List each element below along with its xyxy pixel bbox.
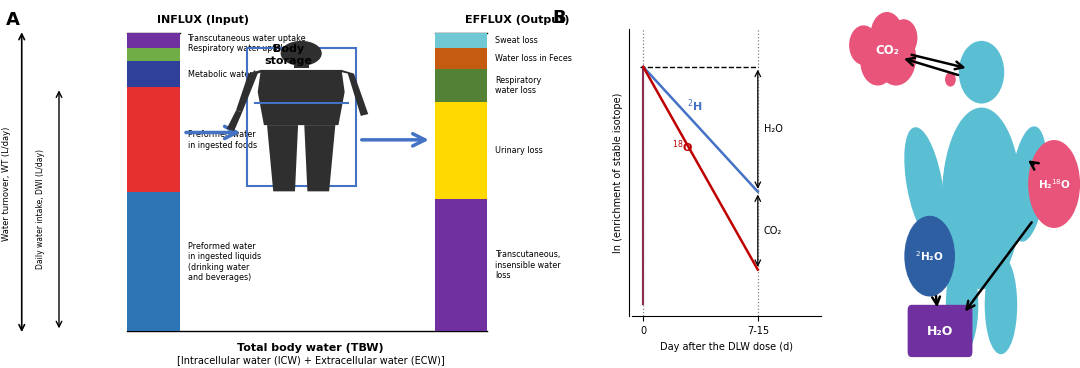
- Text: H₂O: H₂O: [764, 124, 782, 134]
- Text: Preformed water
in ingested liquids
(drinking water
and beverages): Preformed water in ingested liquids (dri…: [188, 242, 260, 282]
- Text: EFFLUX (Output): EFFLUX (Output): [464, 15, 569, 25]
- Bar: [434, 102, 487, 199]
- Bar: [127, 33, 180, 48]
- Bar: [434, 33, 487, 48]
- Bar: [434, 199, 487, 331]
- Circle shape: [959, 42, 1003, 103]
- Text: A: A: [6, 11, 21, 29]
- Ellipse shape: [1029, 141, 1079, 227]
- Bar: [434, 48, 487, 68]
- Text: Daily water intake, DWI (L/day): Daily water intake, DWI (L/day): [36, 149, 45, 269]
- Bar: [434, 68, 487, 102]
- Ellipse shape: [946, 256, 977, 354]
- Text: Transcutaneous,
insensible water
loss: Transcutaneous, insensible water loss: [495, 250, 561, 280]
- Text: Respiratory
water loss: Respiratory water loss: [495, 75, 541, 95]
- Polygon shape: [235, 70, 267, 112]
- Circle shape: [850, 26, 877, 64]
- Text: CO₂: CO₂: [875, 44, 899, 57]
- Ellipse shape: [943, 108, 1021, 289]
- Text: Transcutaneous water uptake
Respiratory water uptake: Transcutaneous water uptake Respiratory …: [188, 34, 306, 53]
- Bar: [246, 48, 355, 186]
- Circle shape: [946, 73, 955, 86]
- Circle shape: [891, 20, 917, 56]
- Text: Body
storage: Body storage: [265, 44, 313, 66]
- Text: INFLUX (Input): INFLUX (Input): [158, 15, 249, 25]
- Bar: [127, 88, 180, 192]
- Text: Metabolic water*: Metabolic water*: [188, 70, 256, 79]
- Text: $^{2}$H: $^{2}$H: [687, 98, 702, 114]
- Bar: [127, 192, 180, 331]
- Text: Water loss in Feces: Water loss in Feces: [495, 54, 571, 63]
- Circle shape: [872, 13, 903, 56]
- Polygon shape: [336, 70, 368, 116]
- X-axis label: Day after the DLW dose (d): Day after the DLW dose (d): [660, 342, 793, 352]
- Text: $^{18}$O: $^{18}$O: [672, 138, 693, 155]
- Bar: [127, 48, 180, 61]
- Text: $^{2}$H₂O: $^{2}$H₂O: [916, 249, 944, 263]
- Text: Water turnover, WT (L/day): Water turnover, WT (L/day): [2, 127, 11, 241]
- Text: CO₂: CO₂: [764, 226, 782, 236]
- Text: H₂O: H₂O: [927, 325, 954, 338]
- Polygon shape: [258, 70, 345, 125]
- Text: B: B: [552, 9, 566, 27]
- Text: Total body water (TBW): Total body water (TBW): [238, 343, 383, 353]
- Ellipse shape: [905, 128, 944, 240]
- Circle shape: [281, 42, 321, 65]
- Y-axis label: ln (enrichment of stable isotope): ln (enrichment of stable isotope): [613, 93, 623, 253]
- Text: Urinary loss: Urinary loss: [495, 146, 542, 155]
- Circle shape: [861, 38, 894, 85]
- Ellipse shape: [905, 216, 955, 296]
- Ellipse shape: [985, 256, 1016, 354]
- Polygon shape: [267, 125, 298, 191]
- Polygon shape: [305, 125, 336, 191]
- Ellipse shape: [1010, 127, 1047, 241]
- FancyBboxPatch shape: [907, 305, 972, 357]
- Text: [Intracellular water (ICW) + Extracellular water (ECW)]: [Intracellular water (ICW) + Extracellul…: [177, 355, 444, 365]
- Text: Sweat loss: Sweat loss: [495, 36, 538, 45]
- Text: H₂$^{18}$O: H₂$^{18}$O: [1038, 177, 1070, 191]
- Text: Preformed water
in ingested foods: Preformed water in ingested foods: [188, 130, 257, 150]
- Bar: [294, 57, 309, 68]
- Circle shape: [877, 31, 916, 85]
- Bar: [127, 61, 180, 88]
- Polygon shape: [227, 110, 242, 131]
